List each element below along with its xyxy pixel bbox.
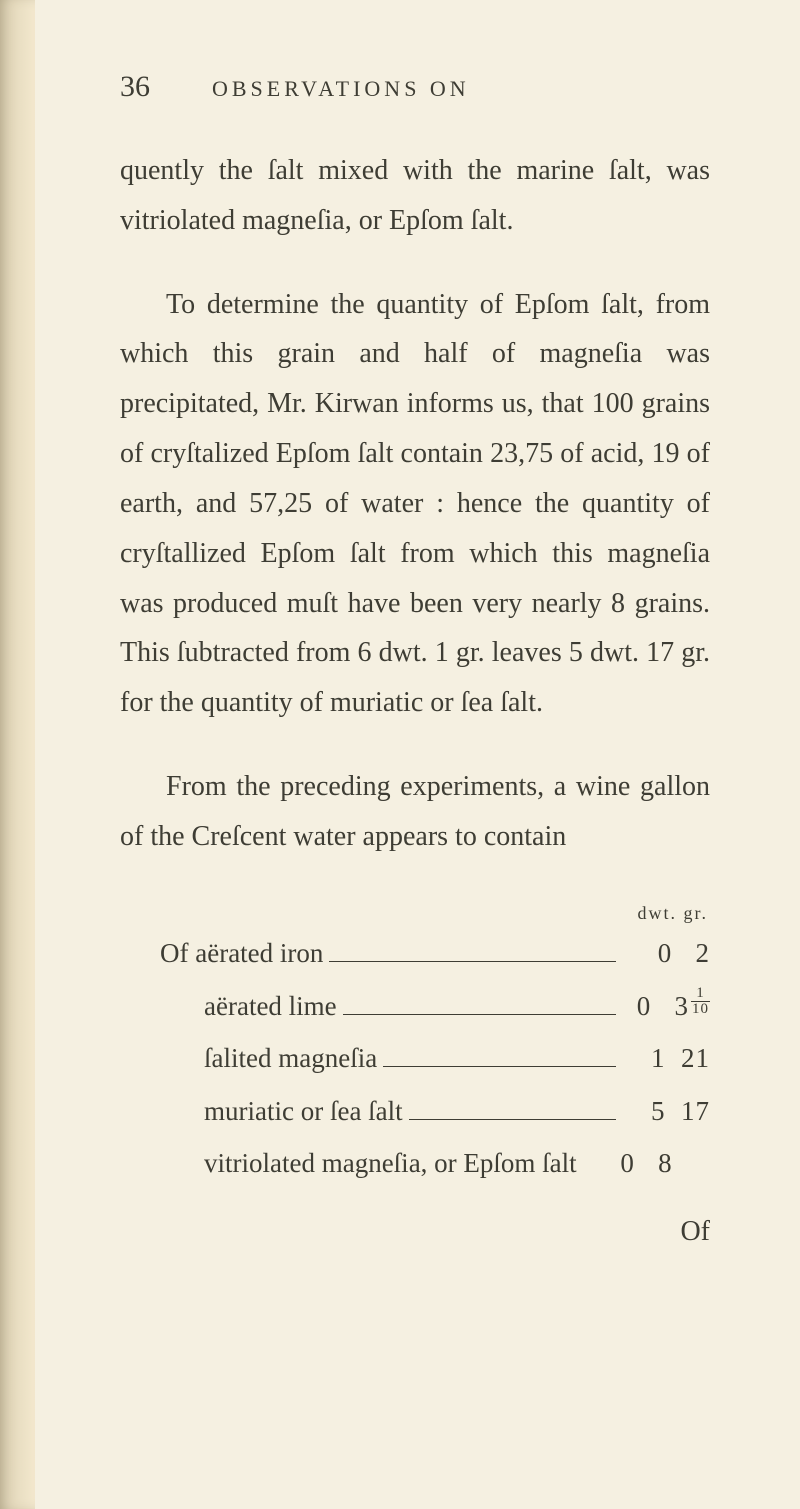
catchword: Of xyxy=(120,1216,710,1248)
leader-dash xyxy=(329,961,616,962)
paragraph-3: From the preceding experiments, a wine g… xyxy=(120,762,710,862)
row-values: 5 17 xyxy=(622,1085,710,1138)
page-number: 36 xyxy=(120,70,150,104)
page: 36 OBSERVATIONS ON quently the ſalt mixe… xyxy=(0,0,800,1509)
dwt-value: 5 xyxy=(651,1096,666,1126)
fraction-numerator: 1 xyxy=(691,986,710,1001)
row-values: 1 21 xyxy=(622,1032,710,1085)
page-header: 36 OBSERVATIONS ON xyxy=(120,70,710,104)
row-label: muriatic or ſea ſalt xyxy=(204,1085,403,1138)
paragraph-2: To determine the quantity of Epſom ſalt,… xyxy=(120,280,710,728)
dwt-value: 0 xyxy=(620,1148,635,1178)
composition-table: dwt. gr. Of aërated iron 0 2 aërated lim… xyxy=(160,896,710,1190)
dwt-value: 0 xyxy=(658,938,673,968)
table-row: vitriolated magneſia, or Epſom ſalt 0 8 xyxy=(160,1137,710,1190)
gr-value: 3 xyxy=(675,991,690,1021)
row-values: 0 8 xyxy=(585,1137,673,1190)
leader-dash xyxy=(343,1014,616,1015)
fraction: 110 xyxy=(691,986,710,1016)
gr-value: 2 xyxy=(696,938,711,968)
table-row: aërated lime 0 3110 xyxy=(160,980,710,1033)
table-row: muriatic or ſea ſalt 5 17 xyxy=(160,1085,710,1138)
table-header: dwt. gr. xyxy=(160,896,710,931)
row-label: vitriolated magneſia, or Epſom ſalt xyxy=(204,1137,577,1190)
running-head: OBSERVATIONS ON xyxy=(212,76,470,102)
table-row: ſalited magneſia 1 21 xyxy=(160,1032,710,1085)
gr-value: 21 xyxy=(681,1043,710,1073)
gr-value: 8 xyxy=(658,1148,673,1178)
row-label: Of aërated iron xyxy=(160,927,323,980)
gr-value: 17 xyxy=(681,1096,710,1126)
fraction-denominator: 10 xyxy=(691,1002,710,1016)
row-label: ſalited magneſia xyxy=(204,1032,377,1085)
leader-dash xyxy=(383,1066,616,1067)
dwt-value: 1 xyxy=(651,1043,666,1073)
table-row: Of aërated iron 0 2 xyxy=(160,927,710,980)
dwt-value: 0 xyxy=(637,991,652,1021)
row-label: aërated lime xyxy=(204,980,337,1033)
leader-dash xyxy=(409,1119,616,1120)
row-values: 0 2 xyxy=(622,927,710,980)
row-values: 0 3110 xyxy=(622,980,710,1033)
paragraph-1: quently the ſalt mixed with the marine ſ… xyxy=(120,146,710,246)
